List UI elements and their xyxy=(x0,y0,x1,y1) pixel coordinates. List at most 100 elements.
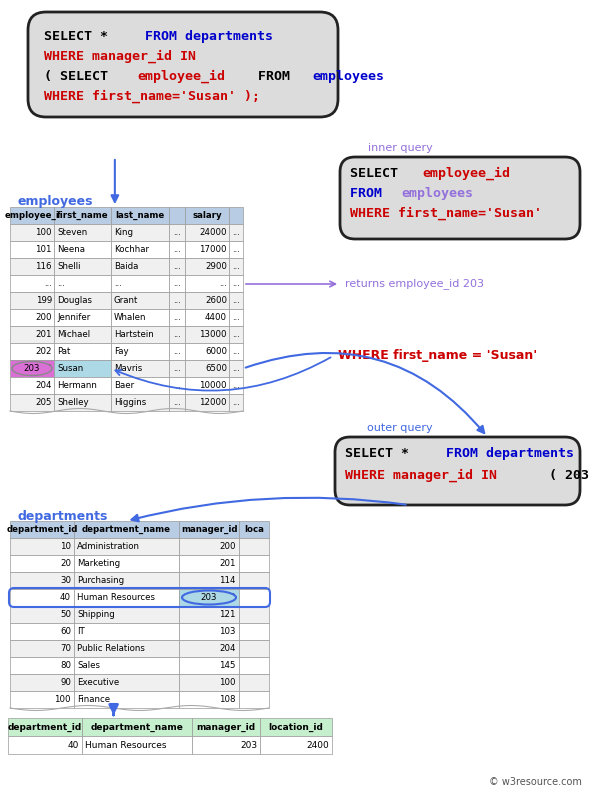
FancyBboxPatch shape xyxy=(192,736,260,754)
Ellipse shape xyxy=(12,361,52,376)
Text: 114: 114 xyxy=(219,576,236,585)
Text: Shipping: Shipping xyxy=(77,610,115,619)
FancyBboxPatch shape xyxy=(10,555,74,572)
FancyBboxPatch shape xyxy=(169,207,185,224)
FancyBboxPatch shape xyxy=(10,343,54,360)
FancyBboxPatch shape xyxy=(185,309,229,326)
Text: department_name: department_name xyxy=(82,525,171,534)
Text: manager_id: manager_id xyxy=(181,525,237,534)
Text: ...: ... xyxy=(44,279,52,288)
FancyBboxPatch shape xyxy=(10,207,54,224)
Text: ...: ... xyxy=(232,279,240,288)
Text: employees: employees xyxy=(312,70,385,83)
Text: inner query: inner query xyxy=(368,143,432,153)
Text: 60: 60 xyxy=(60,627,71,636)
FancyBboxPatch shape xyxy=(185,360,229,377)
FancyBboxPatch shape xyxy=(179,572,239,589)
FancyBboxPatch shape xyxy=(169,360,185,377)
Text: WHERE first_name='Susan': WHERE first_name='Susan' xyxy=(350,207,542,220)
FancyBboxPatch shape xyxy=(8,718,82,736)
FancyBboxPatch shape xyxy=(179,674,239,691)
Text: ...: ... xyxy=(173,330,181,339)
FancyBboxPatch shape xyxy=(10,657,74,674)
Text: ...: ... xyxy=(173,313,181,322)
FancyBboxPatch shape xyxy=(111,343,169,360)
FancyBboxPatch shape xyxy=(169,258,185,275)
FancyBboxPatch shape xyxy=(340,157,580,239)
FancyBboxPatch shape xyxy=(169,241,185,258)
Text: department_name: department_name xyxy=(90,723,184,732)
Text: ...: ... xyxy=(232,398,240,407)
FancyBboxPatch shape xyxy=(185,224,229,241)
FancyBboxPatch shape xyxy=(82,718,192,736)
FancyBboxPatch shape xyxy=(179,589,239,606)
FancyBboxPatch shape xyxy=(239,691,269,708)
FancyBboxPatch shape xyxy=(179,623,239,640)
Text: © w3resource.com: © w3resource.com xyxy=(489,777,582,787)
FancyBboxPatch shape xyxy=(229,309,243,326)
Text: Human Resources: Human Resources xyxy=(85,740,166,750)
FancyBboxPatch shape xyxy=(260,736,332,754)
FancyBboxPatch shape xyxy=(111,309,169,326)
Text: Kochhar: Kochhar xyxy=(114,245,149,254)
Text: FROM departments: FROM departments xyxy=(137,30,273,43)
FancyBboxPatch shape xyxy=(169,275,185,292)
FancyBboxPatch shape xyxy=(54,309,111,326)
FancyBboxPatch shape xyxy=(111,258,169,275)
Text: FROM: FROM xyxy=(350,187,390,200)
FancyBboxPatch shape xyxy=(239,640,269,657)
Text: Administration: Administration xyxy=(77,542,140,551)
Ellipse shape xyxy=(182,591,236,604)
Text: Baer: Baer xyxy=(114,381,134,390)
FancyBboxPatch shape xyxy=(74,538,179,555)
FancyBboxPatch shape xyxy=(54,326,111,343)
Text: Mavris: Mavris xyxy=(114,364,142,373)
FancyBboxPatch shape xyxy=(74,691,179,708)
FancyBboxPatch shape xyxy=(54,377,111,394)
FancyBboxPatch shape xyxy=(239,606,269,623)
FancyBboxPatch shape xyxy=(179,521,239,538)
Text: Pat: Pat xyxy=(57,347,71,356)
FancyBboxPatch shape xyxy=(111,394,169,411)
FancyBboxPatch shape xyxy=(54,292,111,309)
Text: 103: 103 xyxy=(219,627,236,636)
FancyBboxPatch shape xyxy=(229,224,243,241)
FancyBboxPatch shape xyxy=(239,589,269,606)
Text: last_name: last_name xyxy=(115,211,164,220)
FancyBboxPatch shape xyxy=(54,275,111,292)
Text: loca: loca xyxy=(244,525,264,534)
FancyBboxPatch shape xyxy=(185,207,229,224)
FancyBboxPatch shape xyxy=(10,360,54,377)
FancyBboxPatch shape xyxy=(179,606,239,623)
Text: WHERE manager_id IN: WHERE manager_id IN xyxy=(44,50,196,64)
FancyBboxPatch shape xyxy=(74,606,179,623)
FancyBboxPatch shape xyxy=(185,292,229,309)
FancyBboxPatch shape xyxy=(111,224,169,241)
Text: 10000: 10000 xyxy=(200,381,227,390)
FancyBboxPatch shape xyxy=(229,326,243,343)
FancyBboxPatch shape xyxy=(169,377,185,394)
Text: 116: 116 xyxy=(35,262,52,271)
Text: IT: IT xyxy=(77,627,85,636)
Text: 145: 145 xyxy=(219,661,236,670)
Text: Jennifer: Jennifer xyxy=(57,313,90,322)
Text: ...: ... xyxy=(232,245,240,254)
Text: Neena: Neena xyxy=(57,245,85,254)
FancyBboxPatch shape xyxy=(229,343,243,360)
Text: SELECT *: SELECT * xyxy=(345,447,417,460)
Text: ...: ... xyxy=(173,279,181,288)
Text: ...: ... xyxy=(232,262,240,271)
FancyBboxPatch shape xyxy=(10,377,54,394)
Text: Grant: Grant xyxy=(114,296,138,305)
Text: 203: 203 xyxy=(35,364,52,373)
Text: employee_i: employee_i xyxy=(5,211,59,220)
FancyBboxPatch shape xyxy=(10,640,74,657)
Text: 200: 200 xyxy=(219,542,236,551)
FancyBboxPatch shape xyxy=(192,718,260,736)
Text: 12000: 12000 xyxy=(200,398,227,407)
Text: Sales: Sales xyxy=(77,661,100,670)
Text: 17000: 17000 xyxy=(200,245,227,254)
Text: first_name: first_name xyxy=(57,211,108,220)
FancyBboxPatch shape xyxy=(54,360,111,377)
FancyBboxPatch shape xyxy=(54,394,111,411)
